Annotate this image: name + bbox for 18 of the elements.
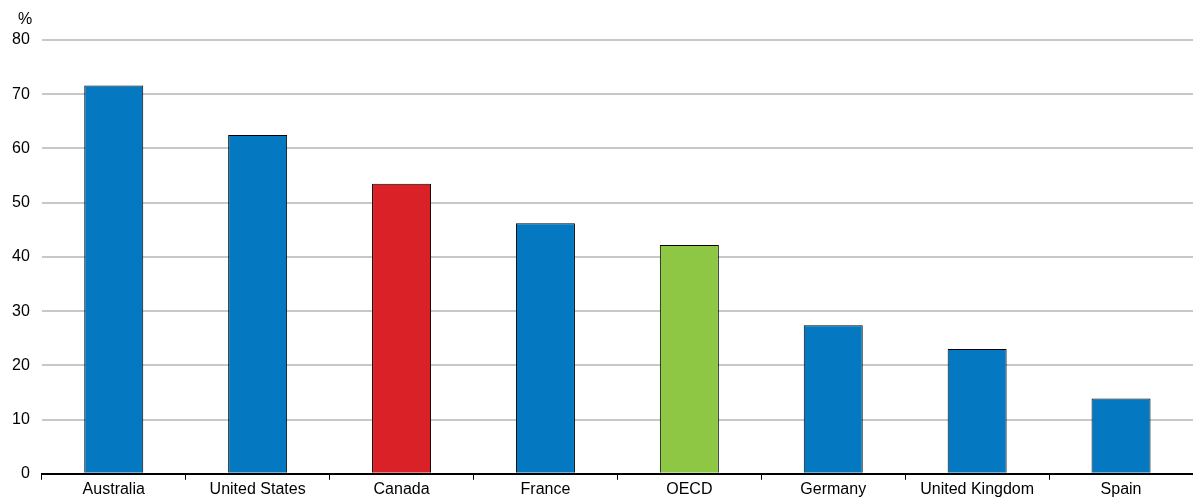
x-tick-label: Spain: [1100, 479, 1142, 497]
x-tick-label: Canada: [373, 479, 430, 497]
x-tick-label: OECD: [666, 479, 713, 497]
y-tick-label: 10: [12, 409, 30, 427]
y-tick-label: 20: [12, 355, 30, 373]
y-tick-label: 80: [12, 30, 30, 48]
y-tick-label: 30: [12, 301, 30, 319]
x-tick-label: France: [520, 479, 571, 497]
y-axis-title: %: [18, 10, 33, 28]
x-tick-label: United Kingdom: [920, 479, 1035, 497]
y-tick-label: 0: [20, 464, 30, 482]
x-tick-label: Australia: [82, 479, 145, 497]
x-tick-label: United States: [209, 479, 306, 497]
y-tick-label: 70: [12, 84, 30, 102]
y-tick-label: 50: [12, 193, 30, 211]
y-tick-label: 60: [12, 138, 30, 156]
x-tick-label: Germany: [800, 479, 867, 497]
y-tick-label: 40: [12, 247, 30, 265]
